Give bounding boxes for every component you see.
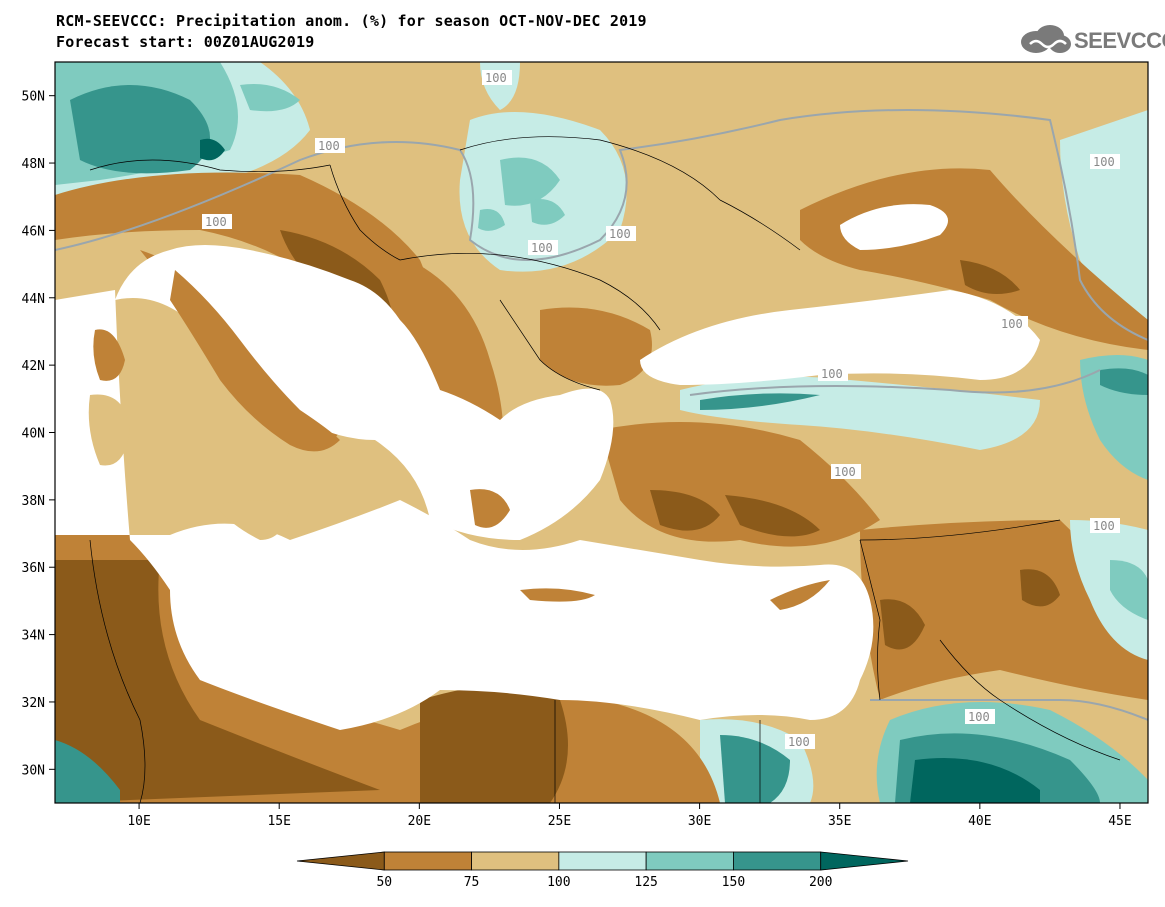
very-wet-strip-pontic — [700, 393, 820, 410]
legend-tick-label: 150 — [722, 875, 745, 890]
svg-text:100: 100 — [485, 71, 507, 85]
legend-swatch — [296, 851, 385, 871]
very-wet-zone-caspian — [1100, 368, 1148, 395]
sardinia — [88, 394, 130, 466]
mediterranean-sea — [55, 290, 874, 730]
svg-text:100: 100 — [1001, 317, 1023, 331]
extreme-wet-zone-arabia — [910, 758, 1040, 803]
legend-swatch — [471, 851, 560, 871]
wet-zone-iran — [1070, 520, 1148, 660]
lon-label: 15E — [267, 814, 290, 829]
lat-label: 30N — [22, 763, 45, 778]
svg-text:100: 100 — [1093, 155, 1115, 169]
lat-label: 42N — [22, 359, 45, 374]
legend-swatch — [645, 851, 734, 871]
sea-of-azov — [840, 204, 948, 250]
contour-100-arabia — [870, 698, 1148, 721]
svg-text:100: 100 — [788, 735, 810, 749]
lon-label: 20E — [408, 814, 431, 829]
lat-label: 36N — [22, 561, 45, 576]
wet-patch-hungary-2 — [478, 209, 505, 231]
wet-zone-algeria — [55, 740, 120, 803]
anomaly-field: 100 100 100 100 100 100 100 100 100 100 … — [55, 62, 1148, 803]
very-dry-zone-libya — [420, 685, 568, 803]
seevccc-logo: SEEVCCC — [1016, 22, 1165, 56]
lat-label: 32N — [22, 696, 45, 711]
legend-tick-label: 100 — [547, 875, 570, 890]
legend-tick-label: 50 — [376, 875, 392, 890]
sicily — [215, 500, 290, 540]
lat-label: 46N — [22, 224, 45, 239]
lat-label: 44N — [22, 292, 45, 307]
legend-colorbar: 50 75 100 125 150 200 — [296, 851, 909, 890]
very-dry-zone-caucasus — [960, 260, 1020, 294]
svg-text:100: 100 — [531, 241, 553, 255]
wet-patch-hungary — [500, 157, 560, 206]
dry-zone-syria — [860, 520, 1148, 700]
svg-text:100: 100 — [834, 465, 856, 479]
legend-swatch — [820, 851, 909, 871]
country-borders — [89, 136, 1121, 803]
legend-tick-label: 200 — [809, 875, 832, 890]
forecast-start-label: Forecast start: 00Z01AUG2019 — [56, 33, 315, 51]
svg-text:100: 100 — [1093, 519, 1115, 533]
lat-label: 38N — [22, 494, 45, 509]
very-dry-zone-tunisia — [55, 560, 380, 803]
svg-text:100: 100 — [968, 710, 990, 724]
svg-text:100: 100 — [821, 367, 843, 381]
dry-zone-bulgaria — [540, 307, 652, 386]
lon-label: 30E — [688, 814, 711, 829]
lon-label: 35E — [828, 814, 851, 829]
peloponnese — [470, 489, 510, 528]
very-wet-zone-alps — [70, 85, 210, 174]
dry-zone-balkans — [55, 172, 443, 390]
lon-label: 25E — [548, 814, 571, 829]
very-dry-zone-lebanon — [880, 599, 925, 650]
contour-100-turkey — [689, 369, 1101, 396]
logo-text: SEEVCCC — [1074, 28, 1165, 53]
svg-text:100: 100 — [205, 215, 227, 229]
very-dry-zone-turkey-2 — [725, 495, 820, 537]
latitude-axis: 50N 48N 46N 44N 42N 40N 38N 36N 34N 32N 30N — [22, 90, 55, 778]
very-dry-zone-iraq — [1020, 569, 1060, 607]
lat-label: 48N — [22, 157, 45, 172]
crete — [520, 588, 595, 602]
lon-label: 45E — [1108, 814, 1131, 829]
svg-text:100: 100 — [318, 139, 340, 153]
very-wet-zone-red-sea — [720, 735, 790, 803]
wet-patch-austria — [240, 84, 300, 112]
black-sea — [640, 290, 1040, 385]
extreme-wet-zone-alps — [200, 138, 225, 161]
legend-swatch — [558, 851, 647, 871]
map-title: RCM-SEEVCCC: Precipitation anom. (%) for… — [56, 12, 647, 30]
contour-labels: 100 100 100 100 100 100 100 100 100 100 … — [202, 70, 1120, 749]
legend-swatch — [383, 851, 472, 871]
svg-text:100: 100 — [609, 227, 631, 241]
corsica — [93, 329, 125, 381]
lat-label: 40N — [22, 427, 45, 442]
italy-peninsula — [170, 270, 340, 452]
cloud-icon — [1021, 25, 1071, 53]
cyprus — [770, 580, 830, 610]
adriatic-ionian-sea — [115, 245, 614, 540]
legend-swatch — [733, 851, 822, 871]
legend-tick-label: 75 — [464, 875, 480, 890]
wet-patch-iran — [1110, 560, 1148, 620]
lat-label: 34N — [22, 629, 45, 644]
lon-label: 40E — [968, 814, 991, 829]
wet-patch-hungary-3 — [530, 199, 565, 225]
longitude-axis: 10E 15E 20E 25E 30E 35E 40E 45E — [127, 803, 1132, 829]
legend-tick-label: 125 — [634, 875, 657, 890]
lon-label: 10E — [127, 814, 150, 829]
very-dry-zone-turkey — [650, 490, 720, 531]
lat-label: 50N — [22, 90, 45, 105]
wet-zone-russia — [1060, 110, 1148, 320]
